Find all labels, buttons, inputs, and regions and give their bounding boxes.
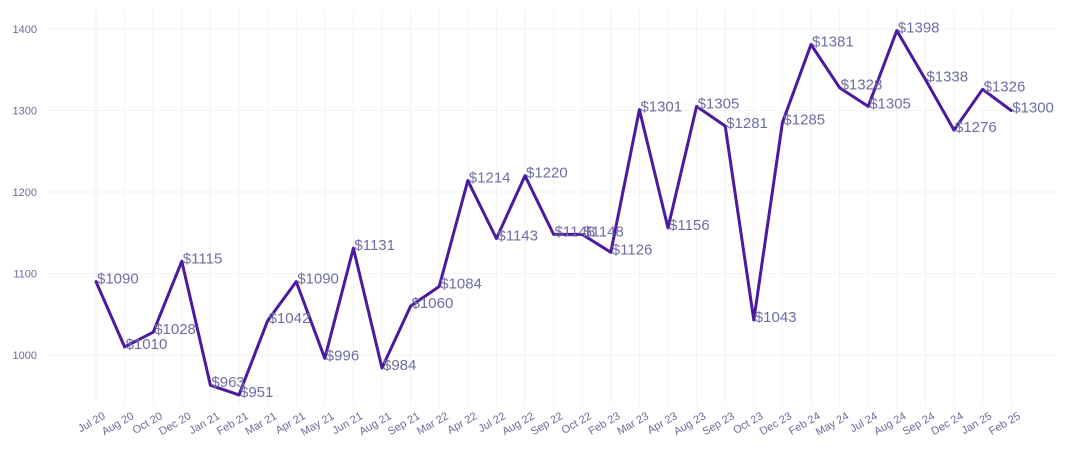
- data-label: $1326: [984, 78, 1026, 95]
- data-label: $1148: [583, 223, 624, 240]
- x-tick-label: May 24: [814, 410, 851, 438]
- data-label: $1028: [154, 321, 196, 338]
- data-label: $1090: [297, 271, 339, 288]
- x-tick-label: Dec 23: [758, 410, 794, 438]
- series-line: [94, 29, 1013, 397]
- x-tick-label: Mar 23: [615, 410, 651, 438]
- data-label: $1300: [1012, 100, 1054, 117]
- x-tick-label: Mar 21: [243, 410, 279, 438]
- x-tick-label: Feb 23: [587, 410, 623, 438]
- data-label: $1090: [97, 271, 139, 288]
- y-tick-label: 1300: [13, 106, 37, 118]
- data-label: $996: [326, 347, 359, 364]
- data-label: $1126: [612, 241, 653, 258]
- data-labels: $1090 $1010$1028 $1115 $963$951 $1042 $1090 $9…: [97, 20, 1054, 401]
- data-label: $1043: [755, 309, 797, 326]
- data-label: $1156: [669, 217, 710, 234]
- x-tick-label: Aug 20: [100, 410, 136, 438]
- x-tick-label: Sep 21: [386, 410, 422, 438]
- x-tick-label: May 21: [299, 410, 336, 438]
- data-label: $1285: [783, 112, 825, 129]
- data-label: $1143: [497, 227, 538, 244]
- y-tick-label: 1400: [13, 24, 37, 36]
- data-label: $1276: [955, 119, 997, 136]
- series-line-group: [94, 29, 1013, 397]
- data-label: $1328: [841, 77, 883, 94]
- data-label: $1010: [126, 336, 168, 353]
- x-tick-label: Sep 22: [529, 410, 565, 438]
- x-tick-label: Aug 21: [357, 410, 393, 438]
- data-label: $1301: [640, 99, 682, 116]
- data-label: $1398: [898, 20, 940, 37]
- data-label: $1042: [269, 310, 311, 327]
- x-tick-label: Sep 23: [700, 410, 736, 438]
- x-tick-label: Aug 24: [872, 410, 908, 438]
- x-tick-label: Aug 22: [500, 410, 536, 438]
- x-tick-label: Jan 21: [187, 410, 222, 437]
- y-tick-label: 1000: [13, 350, 37, 362]
- y-tick-label: 1100: [13, 269, 37, 281]
- data-label: $1281: [726, 115, 768, 132]
- data-label: $1220: [526, 165, 568, 182]
- data-label: $1305: [869, 95, 911, 112]
- data-label: $1115: [183, 250, 223, 267]
- data-label: $1148: [555, 223, 596, 240]
- y-axis-ticks: 1000 1100 1200 1300 1400: [13, 24, 37, 362]
- x-tick-label: Jan 25: [959, 410, 994, 437]
- data-label: $1305: [698, 95, 740, 112]
- grid: [45, 10, 1057, 405]
- data-label: $1338: [926, 69, 968, 86]
- x-tick-label: Feb 21: [215, 410, 251, 438]
- data-label: $1131: [354, 237, 395, 254]
- x-tick-label: Dec 24: [929, 410, 965, 438]
- data-label: $1084: [440, 276, 482, 293]
- x-tick-label: Sep 24: [901, 410, 937, 438]
- data-label: $1060: [412, 295, 454, 312]
- data-label: $984: [383, 357, 416, 374]
- x-tick-label: Apr 22: [445, 410, 479, 437]
- data-label: $1214: [469, 170, 511, 187]
- x-tick-label: Aug 23: [672, 410, 708, 438]
- data-label: $951: [240, 384, 273, 401]
- x-tick-label: Feb 25: [987, 410, 1023, 438]
- x-tick-label: Oct 22: [560, 410, 594, 437]
- y-tick-label: 1200: [13, 187, 37, 199]
- x-tick-label: Mar 22: [415, 410, 451, 438]
- data-label: $1381: [812, 33, 854, 50]
- x-tick-label: Dec 20: [157, 410, 193, 438]
- data-label: $963: [211, 374, 244, 391]
